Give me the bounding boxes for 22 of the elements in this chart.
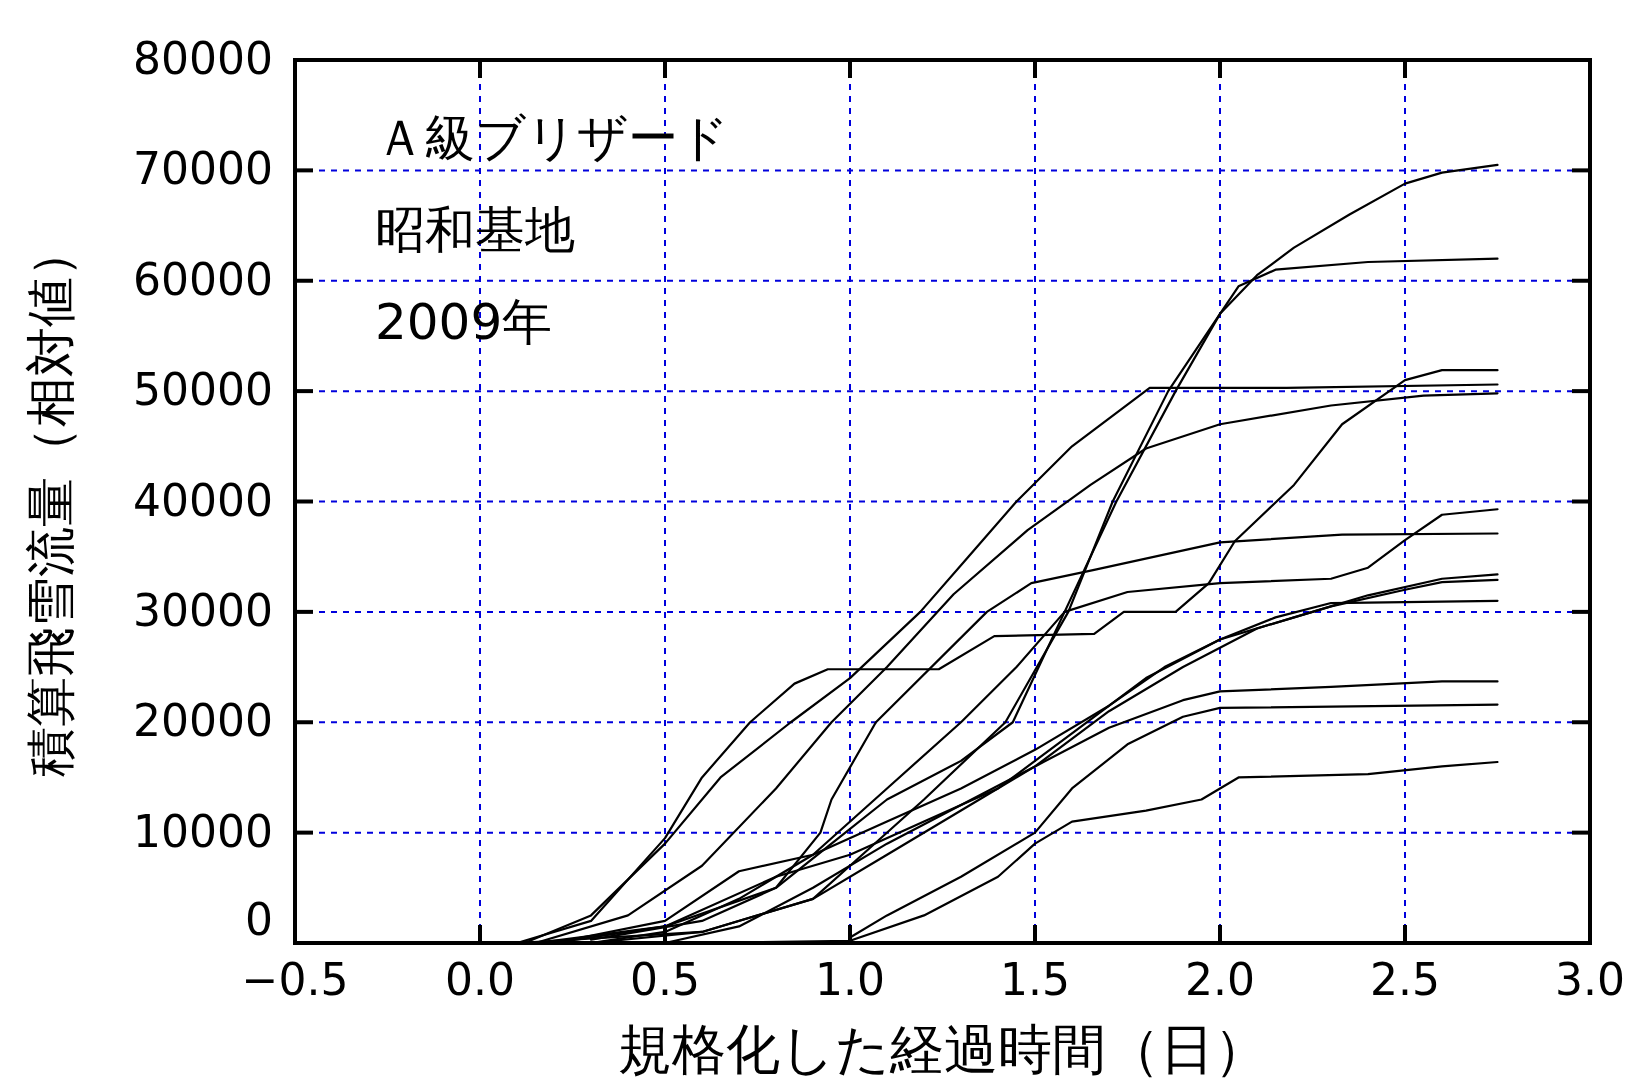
- x-tick-label: 2.5: [1370, 954, 1440, 1005]
- y-axis-title: 積算飛雪流量（相対値）: [22, 226, 80, 777]
- x-tick-label: 1.5: [1000, 954, 1070, 1005]
- y-tick-label: 30000: [133, 584, 273, 636]
- y-tick-label: 70000: [133, 143, 273, 195]
- annotation: Ａ級ブリザード: [375, 109, 729, 167]
- x-tick-label: 1.0: [815, 954, 885, 1005]
- x-tick-label: −0.5: [241, 954, 349, 1005]
- y-tick-label: 60000: [133, 253, 273, 305]
- y-tick-label: 50000: [133, 364, 273, 416]
- y-tick-label: 0: [245, 894, 273, 945]
- x-tick-label: 3.0: [1555, 954, 1625, 1005]
- x-tick-label: 0.0: [445, 954, 515, 1005]
- x-axis-title: 規格化した経過時間（日）: [617, 1018, 1268, 1081]
- y-tick-label: 20000: [133, 695, 273, 747]
- annotation: 2009年: [375, 293, 553, 351]
- y-tick-label: 10000: [133, 805, 273, 857]
- y-tick-label: 80000: [133, 33, 273, 84]
- x-tick-label: 0.5: [630, 954, 700, 1005]
- annotation: 昭和基地: [375, 201, 575, 259]
- y-tick-label: 40000: [133, 474, 273, 526]
- x-tick-label: 2.0: [1185, 954, 1255, 1005]
